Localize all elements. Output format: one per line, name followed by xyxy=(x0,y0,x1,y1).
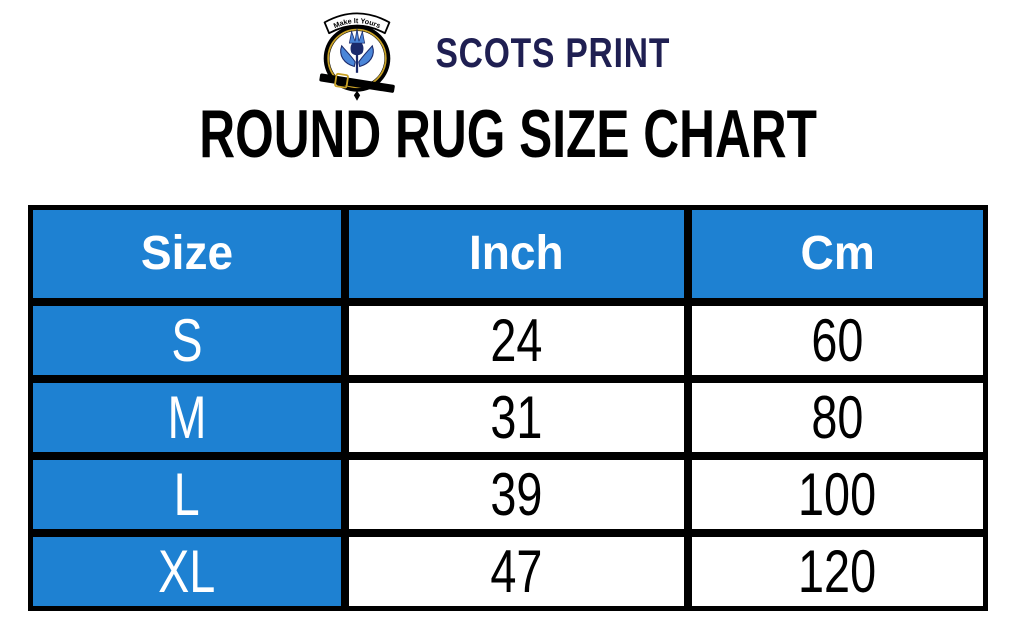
banner-ribbon xyxy=(323,12,391,35)
table-row-s-size-cell: S xyxy=(33,306,341,375)
table-row-l-size-cell: L xyxy=(33,460,341,529)
tassel-icon xyxy=(353,90,360,101)
size-value: M xyxy=(167,383,207,451)
logo: Make It Yours SCOTS PRINT xyxy=(0,4,1017,102)
table-row-m-cm-cell: 80 xyxy=(692,383,983,452)
brand-name: SCOTS PRINT xyxy=(435,29,670,76)
table-row-s-inch-cell: 24 xyxy=(349,306,684,375)
size-value: S xyxy=(171,306,203,374)
cm-value: 120 xyxy=(798,537,877,605)
table-row-l-cm-cell: 100 xyxy=(692,460,983,529)
size-chart-table: Size Inch Cm S 24 60 M 31 80 L xyxy=(28,205,988,611)
table-row-l-inch-cell: 39 xyxy=(349,460,684,529)
thistle-icon xyxy=(340,28,374,73)
size-value: L xyxy=(173,460,201,528)
inch-value: 47 xyxy=(490,537,543,605)
table-row-xl-inch-cell: 47 xyxy=(349,537,684,606)
svg-text:Make It Yours: Make It Yours xyxy=(332,16,382,30)
table-row-xl-cm-cell: 120 xyxy=(692,537,983,606)
page-title-text: ROUND RUG SIZE CHART xyxy=(199,96,818,172)
belt-buckle-icon xyxy=(319,72,395,93)
page-title: ROUND RUG SIZE CHART xyxy=(0,100,1017,168)
cm-value: 80 xyxy=(811,383,864,451)
column-header-cm-label: Cm xyxy=(800,227,875,280)
table-row-s-cm-cell: 60 xyxy=(692,306,983,375)
column-header-cm: Cm xyxy=(692,210,983,298)
cm-value: 60 xyxy=(811,306,864,374)
inch-value: 39 xyxy=(490,460,543,528)
inch-value: 24 xyxy=(490,306,543,374)
size-value: XL xyxy=(158,537,216,605)
column-header-size: Size xyxy=(33,210,341,298)
column-header-inch-label: Inch xyxy=(469,227,564,280)
table-row-m-inch-cell: 31 xyxy=(349,383,684,452)
scots-print-crest-icon: Make It Yours xyxy=(319,12,395,101)
crest-tagline: Make It Yours xyxy=(332,16,382,30)
column-header-inch: Inch xyxy=(349,210,684,298)
table-row-m-size-cell: M xyxy=(33,383,341,452)
table-row-xl-size-cell: XL xyxy=(33,537,341,606)
column-header-size-label: Size xyxy=(140,227,234,280)
cm-value: 100 xyxy=(798,460,877,528)
inch-value: 31 xyxy=(490,383,543,451)
